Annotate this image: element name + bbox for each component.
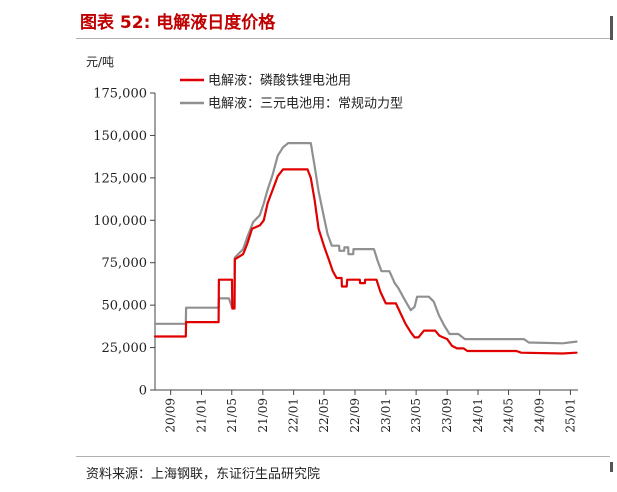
x-tick-label: 24/05 (502, 398, 516, 433)
chart-title: 图表 52: 电解液日度价格 (80, 13, 276, 33)
y-tick-label: 150,000 (93, 129, 147, 144)
x-tick-label: 22/01 (287, 398, 301, 433)
header-divider (76, 38, 610, 39)
y-axis-unit-label: 元/吨 (86, 55, 114, 69)
x-tick-label: 21/01 (194, 398, 208, 433)
x-tick-label: 22/05 (317, 398, 331, 433)
edge-marker-top (610, 16, 613, 40)
y-tick-label: 125,000 (93, 171, 147, 186)
legend-label: 电解液：三元电池用：常规动力型 (208, 97, 403, 112)
price-line-chart: 元/吨 0 25,000 50,000 75,000 100,000 125,000 150… (86, 55, 578, 433)
source-note: 资料来源：上海钢联，东证衍生品研究院 (86, 467, 321, 482)
x-tick-label: 21/05 (225, 398, 239, 433)
x-tick-label: 20/09 (164, 398, 178, 433)
y-tick-label: 75,000 (102, 256, 148, 271)
x-axis-ticks: 20/09 21/01 21/05 21/09 22/01 22/05 22/09 23/01… (164, 390, 577, 433)
footer-divider (76, 456, 610, 457)
x-tick-label: 25/01 (563, 398, 577, 433)
x-tick-label: 24/09 (533, 398, 547, 433)
y-tick-label: 0 (139, 384, 147, 399)
x-tick-label: 22/09 (348, 398, 362, 433)
x-tick-label: 21/09 (256, 398, 270, 433)
y-axis-ticks: 0 25,000 50,000 75,000 100,000 125,000 150,000… (93, 87, 155, 399)
legend-label: 电解液：磷酸铁锂电池用 (208, 74, 351, 89)
series-line-ternary (153, 142, 578, 345)
series-lines (153, 142, 578, 355)
x-tick-label: 23/01 (379, 398, 393, 433)
x-tick-label: 23/09 (440, 398, 454, 433)
y-tick-label: 100,000 (93, 214, 147, 229)
edge-marker-bottom (610, 462, 613, 472)
y-tick-label: 50,000 (102, 299, 148, 314)
y-tick-label: 175,000 (93, 87, 147, 102)
chart-axes (154, 93, 578, 391)
series-line-lfp (153, 168, 578, 355)
x-tick-label: 24/01 (471, 398, 485, 433)
y-tick-label: 25,000 (102, 341, 148, 356)
x-tick-label: 23/05 (409, 398, 423, 433)
